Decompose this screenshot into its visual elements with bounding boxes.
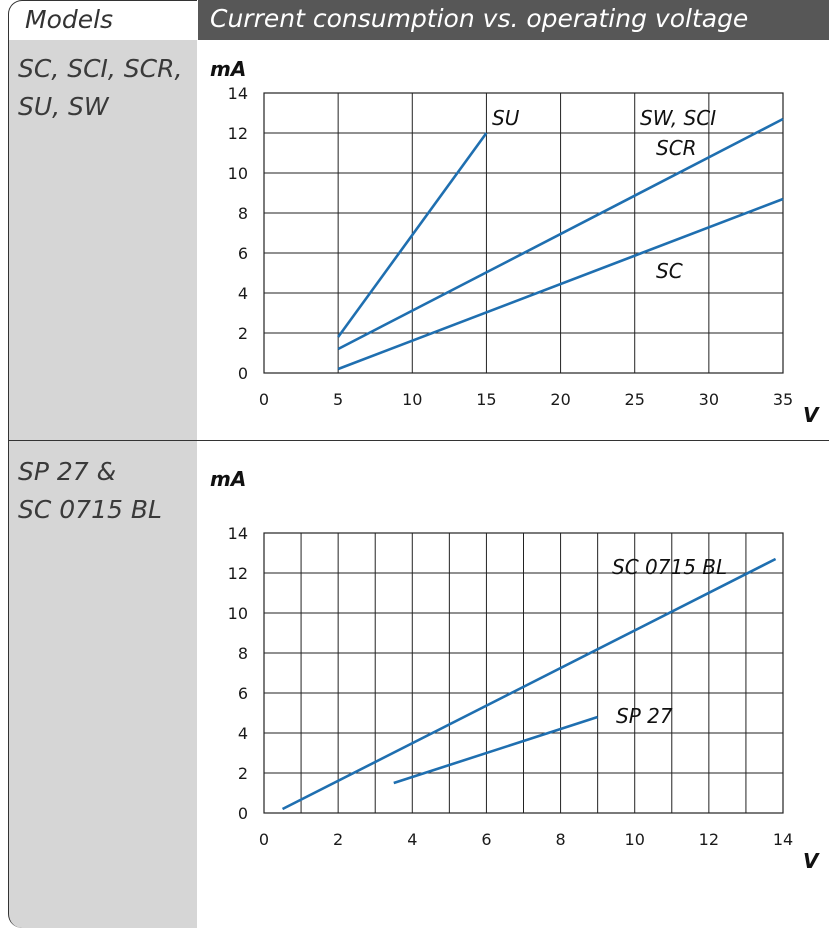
chart1-x-axis-label: V [803, 403, 820, 427]
models-header: Models [8, 0, 197, 40]
chart2-y-axis-label: mA [210, 467, 246, 491]
model-label-row2-line1: SP 27 & [18, 457, 117, 486]
chart1-y-tick-label: 2 [238, 324, 248, 343]
chart2-x-tick-label: 14 [773, 830, 793, 849]
chart1-y-tick-label: 4 [238, 284, 248, 303]
chart1-x-tick-label: 35 [773, 390, 793, 409]
chart2-x-tick-label: 12 [699, 830, 719, 849]
chart1-y-axis-label: mA [210, 57, 246, 81]
chart1-y-tick-label: 10 [228, 164, 248, 183]
chart1-series-line-1 [337, 132, 488, 338]
chart2-y-tick-label: 2 [238, 764, 248, 783]
chart2-y-tick-label: 0 [238, 804, 248, 823]
chart1-y-tick-label: 8 [238, 204, 248, 223]
models-column [8, 40, 197, 928]
model-label-row1-line1: SC, SCI, SCR, [18, 54, 183, 83]
chart2-y-tick-label: 8 [238, 644, 248, 663]
chart2-x-tick-label: 0 [259, 830, 269, 849]
chart2-y-tick-label: 14 [228, 524, 248, 543]
chart2-y-tick-label: 4 [238, 724, 248, 743]
chart1-x-tick-label: 30 [699, 390, 719, 409]
chart-header: Current consumption vs. operating voltag… [198, 0, 829, 40]
chart1-series-line-3 [337, 197, 784, 371]
chart1-x-tick-label: 25 [625, 390, 645, 409]
chart1-x-tick-label: 0 [259, 390, 269, 409]
row-separator [8, 440, 829, 441]
chart2-series-label-1: SC 0715 BL [612, 555, 727, 579]
chart2-x-tick-label: 10 [625, 830, 645, 849]
chart2-x-tick-label: 8 [555, 830, 565, 849]
chart1-series-line-2 [337, 117, 784, 351]
chart1-x-tick-label: 15 [476, 390, 496, 409]
chart1-y-tick-label: 0 [238, 364, 248, 383]
chart2-x-tick-label: 4 [407, 830, 417, 849]
chart1-plot-frame [263, 92, 784, 374]
chart1-series-label-1: SU [492, 106, 520, 130]
chart2-y-tick-label: 12 [228, 564, 248, 583]
chart2-series-line-1 [281, 557, 777, 811]
chart2-series-line-2 [393, 715, 599, 785]
chart1-series-label-3: SC [656, 259, 683, 283]
model-label-row2-line2: SC 0715 BL [18, 495, 162, 524]
chart1-y-tick-label: 6 [238, 244, 248, 263]
chart2-plot-frame [263, 532, 784, 814]
chart2-x-tick-label: 6 [481, 830, 491, 849]
chart1-series-label-2: SW, SCI [640, 106, 716, 130]
chart-header-title: Current consumption vs. operating voltag… [210, 4, 749, 33]
chart2-series-label-2: SP 27 [616, 704, 673, 728]
chart1-x-tick-label: 10 [402, 390, 422, 409]
chart2-y-tick-label: 10 [228, 604, 248, 623]
chart2-x-tick-label: 2 [333, 830, 343, 849]
chart1-x-tick-label: 5 [333, 390, 343, 409]
chart2-y-tick-label: 6 [238, 684, 248, 703]
chart1-y-tick-label: 12 [228, 124, 248, 143]
model-label-row1-line2: SU, SW [18, 92, 109, 121]
chart1-x-tick-label: 20 [550, 390, 570, 409]
chart1-series-label-2-line2: SCR [656, 136, 697, 160]
chart1-y-tick-label: 14 [228, 84, 248, 103]
models-header-label: Models [25, 5, 114, 34]
chart2-x-axis-label: V [803, 849, 820, 873]
